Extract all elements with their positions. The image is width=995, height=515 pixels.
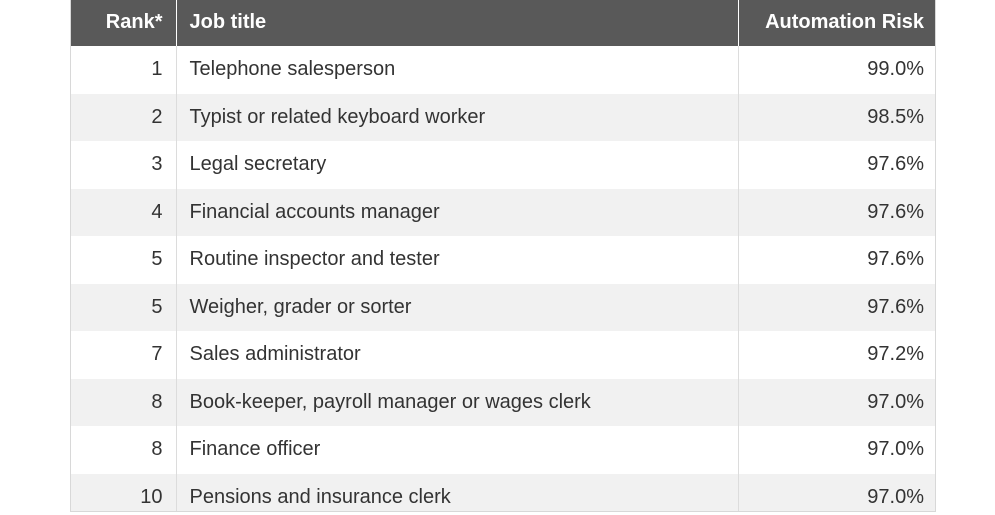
header-row: Rank* Job title Automation Risk <box>71 0 935 46</box>
rank-cell: 7 <box>71 331 177 379</box>
rank-cell: 8 <box>71 378 177 426</box>
job-title-cell: Finance officer <box>176 426 739 474</box>
automation-risk-cell: 99.0% <box>738 46 935 94</box>
automation-risk-cell: 97.0% <box>738 426 935 474</box>
job-title-cell: Telephone salesperson <box>176 46 739 94</box>
rank-cell: 3 <box>71 141 177 189</box>
rank-cell: 5 <box>71 283 177 331</box>
table-row: 5 Routine inspector and tester 97.6% <box>71 236 935 284</box>
table-row: 4 Financial accounts manager 97.6% <box>71 188 935 236</box>
job-title-cell: Book-keeper, payroll manager or wages cl… <box>176 378 739 426</box>
table-body: 1 Telephone salesperson 99.0% 2 Typist o… <box>71 46 935 511</box>
automation-risk-cell: 98.5% <box>738 93 935 141</box>
table-row: 8 Finance officer 97.0% <box>71 426 935 474</box>
job-title-cell: Typist or related keyboard worker <box>176 93 739 141</box>
job-title-cell: Pensions and insurance clerk <box>176 473 739 511</box>
automation-risk-table-container: Rank* Job title Automation Risk 1 Teleph… <box>70 0 936 512</box>
automation-risk-cell: 97.2% <box>738 331 935 379</box>
rank-cell: 8 <box>71 426 177 474</box>
automation-risk-cell: 97.6% <box>738 188 935 236</box>
rank-cell: 5 <box>71 236 177 284</box>
automation-risk-cell: 97.6% <box>738 283 935 331</box>
table-row: 2 Typist or related keyboard worker 98.5… <box>71 93 935 141</box>
rank-cell: 1 <box>71 46 177 94</box>
table-row: 5 Weigher, grader or sorter 97.6% <box>71 283 935 331</box>
table-header: Rank* Job title Automation Risk <box>71 0 935 46</box>
table-row: 1 Telephone salesperson 99.0% <box>71 46 935 94</box>
column-header-job-title: Job title <box>176 0 739 46</box>
job-title-cell: Financial accounts manager <box>176 188 739 236</box>
automation-risk-cell: 97.6% <box>738 236 935 284</box>
automation-risk-table: Rank* Job title Automation Risk 1 Teleph… <box>71 0 935 511</box>
rank-cell: 4 <box>71 188 177 236</box>
job-title-cell: Routine inspector and tester <box>176 236 739 284</box>
job-title-cell: Weigher, grader or sorter <box>176 283 739 331</box>
job-title-cell: Sales administrator <box>176 331 739 379</box>
rank-cell: 10 <box>71 473 177 511</box>
rank-cell: 2 <box>71 93 177 141</box>
table-row: 10 Pensions and insurance clerk 97.0% <box>71 473 935 511</box>
automation-risk-cell: 97.0% <box>738 473 935 511</box>
table-row: 3 Legal secretary 97.6% <box>71 141 935 189</box>
automation-risk-cell: 97.6% <box>738 141 935 189</box>
table-row: 7 Sales administrator 97.2% <box>71 331 935 379</box>
job-title-cell: Legal secretary <box>176 141 739 189</box>
column-header-rank: Rank* <box>71 0 177 46</box>
automation-risk-cell: 97.0% <box>738 378 935 426</box>
column-header-automation-risk: Automation Risk <box>738 0 935 46</box>
table-row: 8 Book-keeper, payroll manager or wages … <box>71 378 935 426</box>
